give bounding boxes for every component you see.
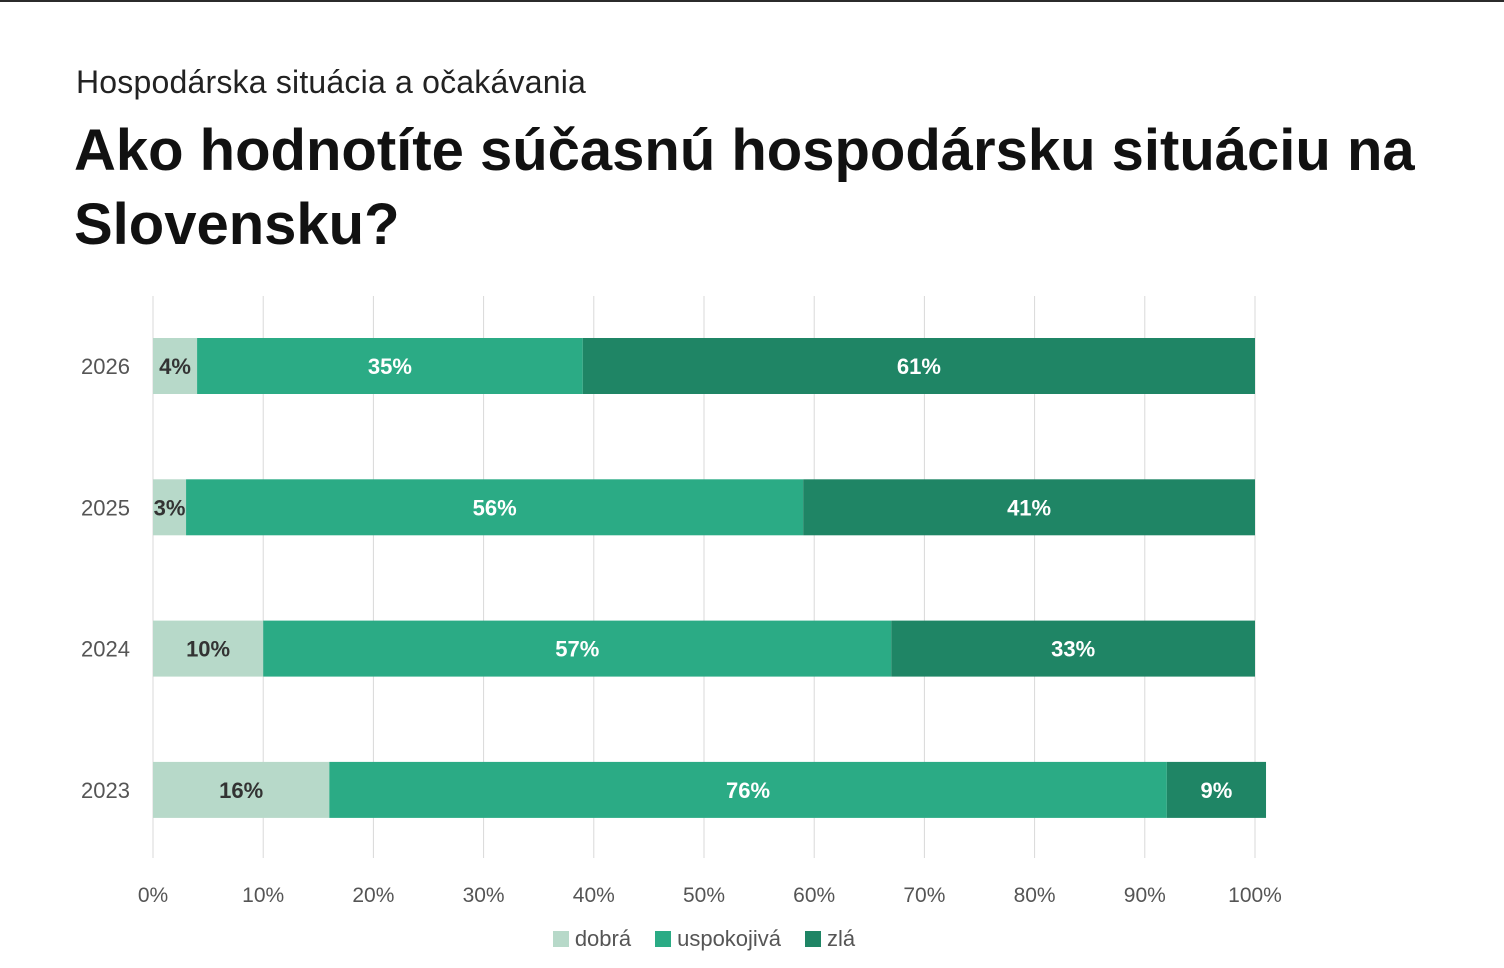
bar-segment [803, 479, 1255, 536]
category-label: 2026 [81, 354, 130, 379]
category-label: 2023 [81, 778, 130, 803]
x-tick-label: 80% [1014, 884, 1056, 907]
data-label: 16% [219, 778, 263, 803]
legend-swatch [552, 931, 569, 947]
data-label: 4% [159, 354, 191, 379]
top-rule [0, 0, 1504, 2]
x-tick-label: 20% [352, 884, 394, 907]
x-tick-label: 90% [1124, 884, 1166, 907]
bar-segment [582, 338, 1255, 394]
data-label: 41% [1007, 495, 1051, 520]
data-label: 61% [897, 354, 941, 379]
bar-segment [329, 761, 1167, 818]
data-label: 56% [473, 495, 517, 520]
chart-subtitle: Hospodárska situácia a očakávania [76, 64, 587, 100]
data-label: 57% [555, 637, 599, 662]
x-tick-label: 30% [463, 884, 505, 907]
legend-item: zlá [805, 926, 855, 952]
data-label: 9% [1201, 778, 1233, 803]
data-label: 10% [186, 637, 230, 662]
data-label: 35% [368, 354, 412, 379]
x-tick-label: 100% [1228, 884, 1282, 907]
bar-segment [1166, 761, 1267, 818]
bar-segment [153, 338, 198, 394]
legend-label: uspokojivá [677, 926, 782, 951]
legend-item: dobrá [552, 926, 632, 952]
category-label: 2025 [81, 495, 130, 520]
x-tick-label: 10% [242, 884, 284, 907]
bar-segment [263, 620, 892, 677]
bar-segment [197, 338, 583, 394]
legend-label: dobrá [574, 926, 632, 951]
chart-title: Ako hodnotíte súčasnú hospodársku situác… [74, 118, 1415, 257]
bar-segment [153, 479, 187, 536]
legend: dobrá uspokojivá zlá [0, 926, 1408, 952]
legend-swatch [655, 931, 672, 947]
legend-label: zlá [827, 926, 856, 951]
category-label: 2024 [81, 637, 130, 662]
bar-segment [186, 479, 804, 536]
bar-segment [153, 620, 264, 677]
x-tick-label: 0% [138, 884, 168, 907]
x-tick-label: 40% [573, 884, 615, 907]
bar-segment [153, 761, 330, 818]
legend-swatch [805, 931, 822, 947]
x-tick-label: 60% [793, 884, 835, 907]
data-label: 33% [1051, 637, 1095, 662]
data-label: 76% [726, 778, 770, 803]
data-label: 3% [154, 495, 186, 520]
legend-item: uspokojivá [655, 926, 781, 952]
x-tick-label: 50% [683, 884, 725, 907]
x-tick-label: 70% [903, 884, 945, 907]
bar-segment [891, 620, 1255, 677]
